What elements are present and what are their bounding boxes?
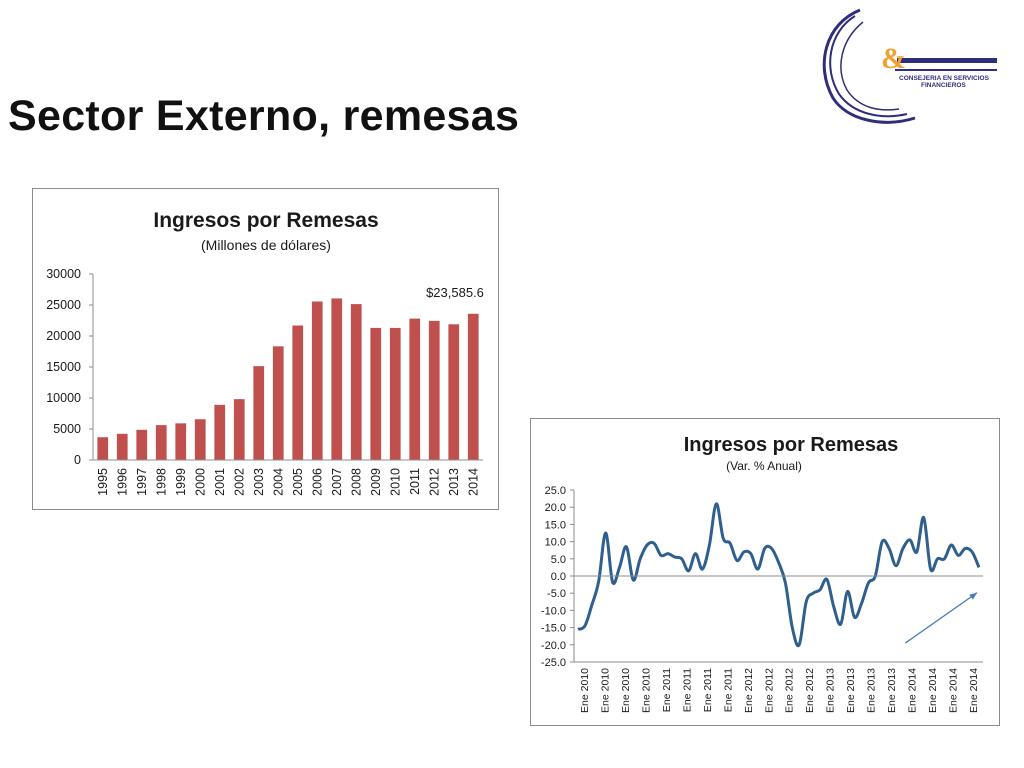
bar-x-tick-label: 2014 [466,468,480,496]
line-y-tick-label: 15.0 [545,519,566,531]
line-x-tick-label: Ene 2014 [906,668,918,713]
trend-arrow [904,592,978,644]
line-x-tick-label: Ene 2014 [968,668,980,713]
line-x-tick-label: Ene 2011 [702,668,714,712]
bar [97,437,109,460]
bar [136,429,148,460]
line-x-tick-label: Ene 2010 [579,668,591,713]
bar-x-tick-label: 1997 [135,468,149,496]
line-x-tick-label: Ene 2013 [886,668,898,713]
bar [311,301,323,460]
line-y-tick-label: 5.0 [551,554,566,566]
bar-x-tick-label: 2008 [349,468,363,496]
bar-chart-subtitle: (Millones de dólares) [201,237,331,253]
bar [331,298,343,460]
bar-y-tick-label: 5000 [53,422,81,436]
line-x-tick-label: Ene 2011 [681,668,693,712]
bar [350,304,362,460]
bar-x-tick-label: 2009 [369,468,383,496]
bar-x-tick-label: 2004 [271,468,285,496]
bar-chart-canvas: Ingresos por Remesas (Millones de dólare… [46,209,484,496]
bar-y-tick-label: 0 [74,453,81,467]
bar-x-tick-label: 2002 [232,468,246,496]
line-x-tick-label: Ene 2011 [661,668,673,712]
line-x-tick-label: Ene 2011 [722,668,734,712]
bar-x-tick-label: 2001 [213,468,227,496]
line-chart-title: Ingresos por Remesas [684,434,899,456]
bar-x-tick-label: 2007 [330,468,344,496]
logo-ampersand: & [881,42,906,75]
bar-x-tick-label: 1998 [154,468,168,496]
bar [214,404,226,460]
line-y-tick-label: 0.0 [551,571,566,583]
bar-x-tick-label: 1999 [174,468,188,496]
bar [448,324,460,460]
trend-arrow-head [969,592,977,600]
bar [370,327,382,460]
bar-x-tick-label: 1995 [96,468,110,496]
line-x-tick-label: Ene 2010 [620,668,632,713]
bar [253,366,265,460]
bar [428,320,440,460]
bar-x-tick-label: 2003 [252,468,266,496]
line-y-tick-label: -20.0 [541,640,566,652]
line-chart-canvas: Ingresos por Remesas (Var. % Anual) 25.0… [541,434,983,713]
bar [175,423,187,460]
bar-x-tick-label: 2011 [408,468,422,495]
line-x-tick-label: Ene 2013 [866,668,878,713]
logo-mark: & CONSEJERIA EN SERVICIOS FINANCIEROS [822,8,997,124]
line-x-tick-label: Ene 2012 [804,668,816,713]
line-y-tick-label: 25.0 [545,485,566,497]
bar-y-tick-label: 30000 [46,267,81,281]
bar-chart-annotation: $23,585.6 [426,285,484,300]
line-x-tick-label: Ene 2014 [947,668,959,713]
bar [155,425,167,460]
line-x-tick-label: Ene 2012 [784,668,796,713]
line-x-tick-label: Ene 2012 [743,668,755,713]
bar [233,399,245,460]
bar [194,419,206,460]
slide-title: Sector Externo, remesas [8,92,520,140]
bar-x-tick-label: 2000 [193,468,207,496]
line-x-tick-label: Ene 2013 [825,668,837,713]
line-x-tick-label: Ene 2012 [763,668,775,713]
bar-y-tick-label: 10000 [46,391,81,405]
logo-line2: FINANCIEROS [921,82,966,89]
bar-x-tick-label: 2013 [447,468,461,496]
bar-y-tick-label: 20000 [46,329,81,343]
line-x-tick-label: Ene 2013 [845,668,857,713]
bar [409,318,421,460]
bar [389,327,401,460]
bar [467,313,479,460]
line-y-tick-label: -25.0 [541,657,566,669]
line-y-tick-label: 10.0 [545,537,566,549]
remittances-line-chart: Ingresos por Remesas (Var. % Anual) 25.0… [530,418,1000,726]
bar-x-tick-label: 2010 [388,468,402,496]
bar [292,325,304,460]
line-y-tick-label: -15.0 [541,623,566,635]
series-line [577,502,981,648]
line-x-tick-label: Ene 2010 [641,668,653,713]
line-y-tick-label: 20.0 [545,502,566,514]
logo-line1: CONSEJERIA EN SERVICIOS [899,75,990,82]
remittances-bar-chart: Ingresos por Remesas (Millones de dólare… [32,188,499,510]
bar-y-tick-label: 25000 [46,298,81,312]
bar-x-tick-label: 2012 [427,468,441,496]
line-y-tick-label: -5.0 [547,588,566,600]
bar [116,433,128,460]
bar-y-tick-label: 15000 [46,360,81,374]
bar-x-tick-label: 1996 [115,468,129,496]
line-y-tick-label: -10.0 [541,605,566,617]
line-x-tick-label: Ene 2014 [927,668,939,713]
bar-chart-title: Ingresos por Remesas [153,209,378,232]
bar-x-tick-label: 2006 [310,468,324,496]
line-chart-subtitle: (Var. % Anual) [726,459,802,473]
line-x-tick-label: Ene 2010 [600,668,612,713]
bar [272,346,284,460]
bar-x-tick-label: 2005 [291,468,305,496]
company-logo: & CONSEJERIA EN SERVICIOS FINANCIEROS [815,6,1005,128]
